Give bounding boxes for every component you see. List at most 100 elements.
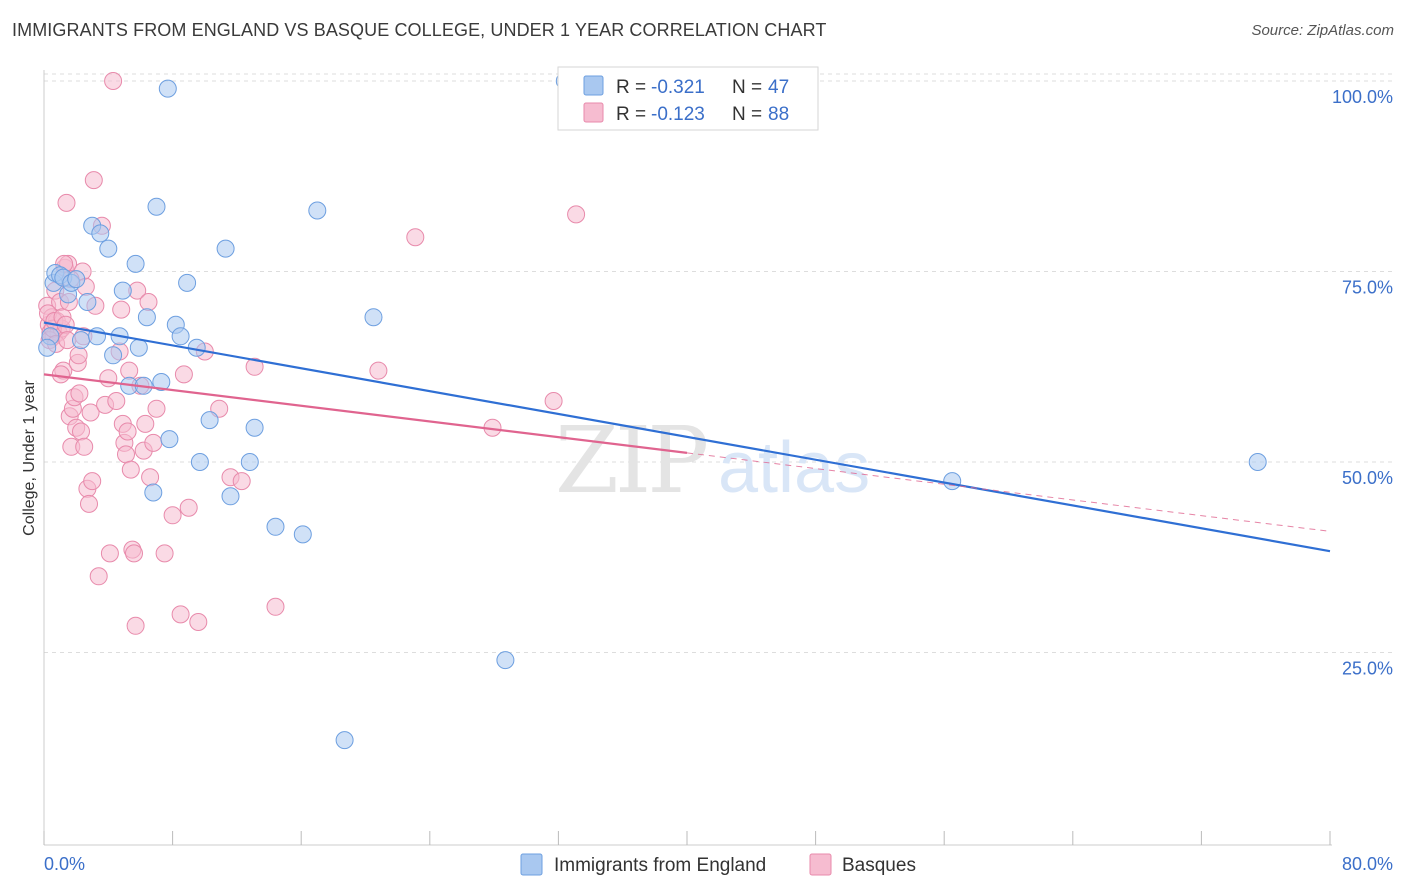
england-point [78, 293, 97, 311]
basques-point [107, 392, 126, 410]
england-points [38, 72, 1267, 750]
bottom-legend-swatch-basques[interactable] [809, 853, 832, 876]
basques-trendline-extension [686, 452, 1331, 532]
england-point [67, 270, 86, 289]
legend-n-value-basques: 88 [768, 104, 789, 125]
basques-point [83, 472, 102, 491]
tick-labels: 25.0% 50.0% 75.0% 100.0% 0.0% 80.0% [44, 87, 1393, 874]
basques-trendline [43, 373, 688, 454]
basques-point [69, 346, 88, 365]
basques-point [75, 437, 94, 456]
england-trendline [43, 321, 1331, 553]
basques-point [406, 228, 425, 247]
england-point [943, 472, 962, 491]
england-point [496, 651, 515, 670]
legend-r-value-basques: -0.123 [651, 104, 705, 125]
axis-layer [43, 70, 1332, 846]
basques-point [567, 205, 586, 224]
basques-point [89, 567, 108, 586]
england-point [245, 418, 264, 437]
bottom-legend-label-england[interactable]: Immigrants from England [554, 855, 766, 876]
england-point [99, 239, 118, 258]
watermark-zip: ZIP [555, 407, 706, 514]
basques-point [163, 506, 182, 525]
legend-r-label-basques: R = [616, 104, 646, 125]
england-point [266, 517, 285, 536]
basques-point [245, 357, 264, 376]
basques-point [189, 613, 208, 631]
england-point [308, 201, 327, 220]
legend-r-label-england: R = [616, 77, 646, 98]
england-point [91, 224, 110, 243]
basques-point [266, 597, 285, 616]
basques-point [100, 544, 119, 563]
england-point [200, 411, 219, 430]
legend-r-value-england: -0.321 [651, 77, 705, 98]
england-point [152, 373, 171, 391]
basques-point [144, 433, 163, 452]
basques-point [174, 365, 193, 384]
england-point [1248, 453, 1267, 471]
legend-n-label-england: N = [732, 77, 762, 98]
england-point [104, 346, 123, 365]
england-point [129, 338, 148, 357]
legend-n-label-basques: N = [732, 104, 762, 125]
basques-point [81, 403, 100, 422]
bottom-legend-label-basques[interactable]: Basques [842, 855, 916, 876]
england-point [147, 197, 166, 216]
legend-swatch-basques [583, 102, 604, 123]
watermark-atlas: atlas [718, 428, 870, 508]
basques-point [112, 300, 131, 319]
basques-point [147, 399, 166, 418]
basques-point [80, 494, 98, 513]
bottom-legend: Immigrants from England Basques [520, 853, 916, 876]
basques-point [141, 468, 160, 487]
legend-n-value-england: 47 [768, 77, 789, 98]
england-point [335, 731, 354, 750]
basques-point [125, 544, 143, 563]
basques-point [232, 472, 251, 491]
basques-point [57, 193, 76, 212]
basques-point [99, 369, 118, 388]
basques-point [155, 544, 174, 563]
watermark: ZIP atlas [555, 407, 870, 514]
basques-point [117, 445, 135, 464]
england-point [240, 453, 259, 471]
england-point [126, 254, 145, 273]
england-point [190, 453, 209, 471]
legend-swatch-england [583, 75, 604, 96]
england-point [38, 338, 57, 357]
legend-box: R = -0.321 N = 47 R = -0.123 N = 88 [557, 66, 819, 131]
basques-point [118, 422, 137, 441]
england-point [171, 327, 190, 346]
england-point [178, 273, 197, 292]
basques-point [544, 392, 563, 410]
basques-point [126, 616, 145, 635]
basques-point [72, 422, 90, 441]
basques-point [104, 72, 123, 90]
basques-point [139, 293, 158, 311]
basques-point [120, 361, 139, 380]
y-tick-label: 75.0% [1342, 278, 1393, 298]
basques-point [369, 361, 388, 380]
england-point [216, 239, 235, 258]
england-point [221, 487, 240, 506]
basques-point [121, 460, 140, 479]
england-point [137, 308, 156, 327]
england-point [144, 483, 163, 502]
basques-point [84, 171, 103, 190]
bottom-legend-swatch-england[interactable] [520, 853, 543, 876]
basques-point [171, 605, 190, 624]
chart-source: Source: ZipAtlas.com [1251, 22, 1394, 39]
basques-point [136, 414, 155, 433]
y-tick-label: 50.0% [1342, 468, 1393, 488]
chart-title: IMMIGRANTS FROM ENGLAND VS BASQUE COLLEG… [12, 20, 827, 40]
y-tick-label: 100.0% [1332, 87, 1393, 107]
y-tick-label: 25.0% [1342, 659, 1393, 679]
england-point [72, 331, 90, 350]
basques-point [179, 498, 198, 517]
basques-point [51, 365, 70, 384]
england-point [293, 525, 312, 544]
england-point [113, 281, 132, 300]
